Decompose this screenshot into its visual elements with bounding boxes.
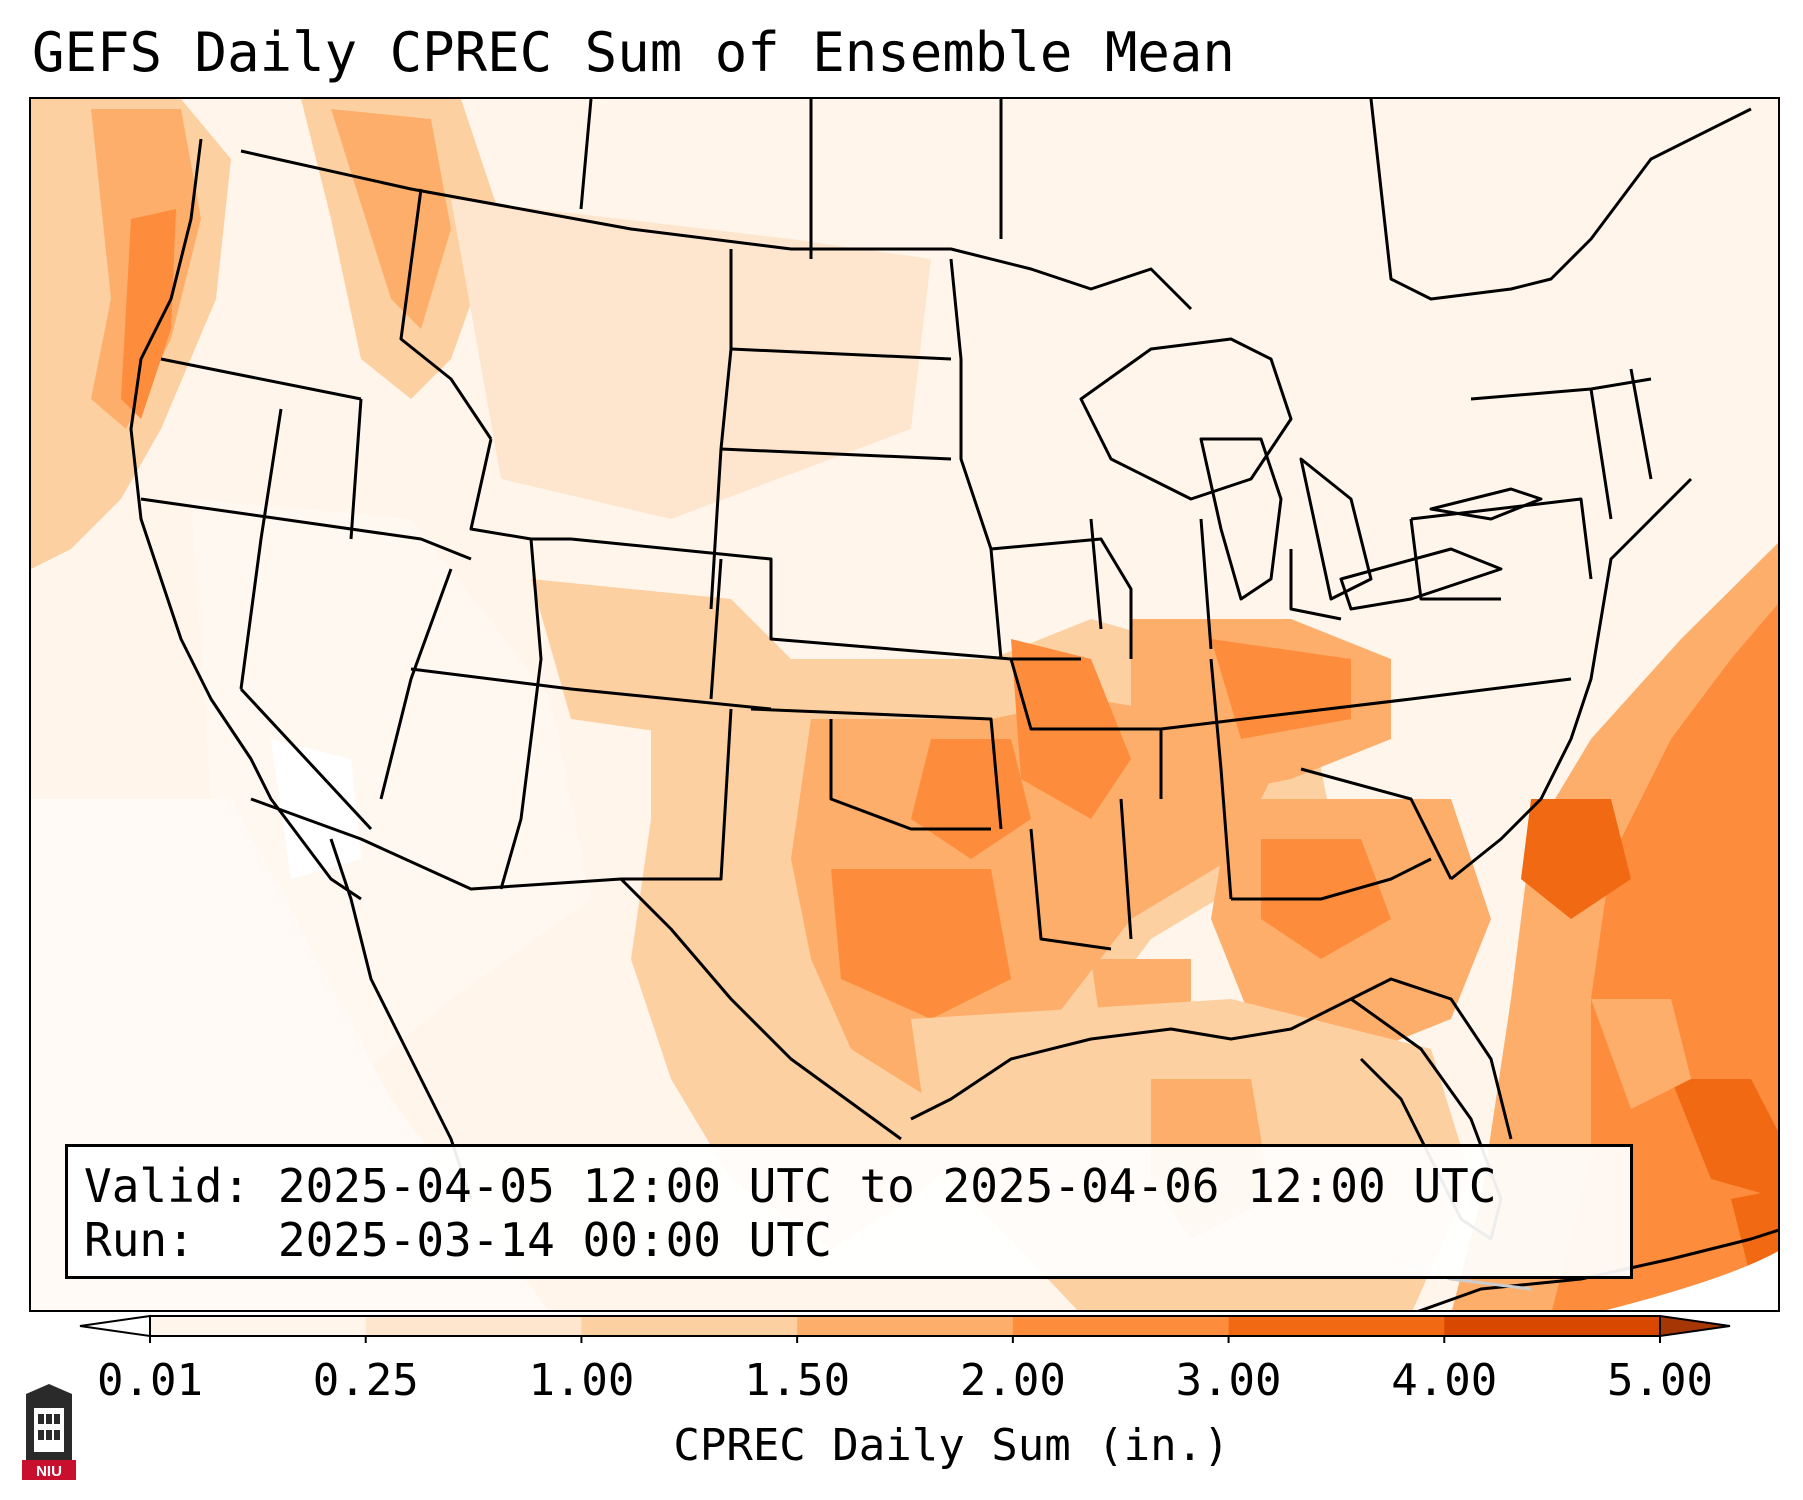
colorbar-segment <box>1012 1316 1230 1336</box>
precip-map <box>31 99 1778 1310</box>
run-value: 2025-03-14 00:00 UTC <box>277 1213 832 1267</box>
colorbar-segment <box>581 1316 798 1336</box>
map-panel <box>29 97 1780 1312</box>
colorbar-outline <box>149 1315 1661 1337</box>
colorbar-segment <box>1228 1316 1445 1336</box>
colorbar-tick-label: 4.00 <box>1391 1355 1498 1406</box>
colorbar-extend-low <box>79 1314 151 1338</box>
colorbar-tick-label: 2.00 <box>959 1355 1066 1406</box>
run-row: Run: 2025-03-14 00:00 UTC <box>84 1213 1630 1267</box>
colorbar-segment <box>1444 1316 1661 1336</box>
colorbar-tick-label: 1.00 <box>528 1355 635 1406</box>
colorbar-segment <box>150 1316 367 1336</box>
colorbar-tick-label: 5.00 <box>1607 1355 1713 1406</box>
run-label: Run: <box>84 1213 195 1267</box>
logo-text: NIU <box>36 1463 62 1480</box>
colorbar-segment <box>365 1316 582 1336</box>
colorbar-label: CPREC Daily Sum (in.) <box>673 1420 1230 1471</box>
projection-edge-right <box>1711 99 1778 524</box>
colorbar-extend-high <box>1659 1314 1731 1338</box>
valid-row: Valid: 2025-04-05 12:00 UTC to 2025-04-0… <box>84 1159 1630 1213</box>
valid-label: Valid: <box>84 1159 251 1213</box>
valid-value: 2025-04-05 12:00 UTC to 2025-04-06 12:00… <box>277 1159 1497 1213</box>
projection-edge <box>1606 1251 1778 1310</box>
niu-logo: NIU <box>22 1384 76 1480</box>
colorbar-segment <box>797 1316 1014 1336</box>
valid-run-info-box: Valid: 2025-04-05 12:00 UTC to 2025-04-0… <box>65 1144 1633 1279</box>
colorbar-tick-label: 3.00 <box>1175 1355 1282 1406</box>
colorbar-tick-label: 1.50 <box>744 1355 851 1406</box>
figure-title: GEFS Daily CPREC Sum of Ensemble Mean <box>32 21 1235 84</box>
colorbar-tick-label: 0.01 <box>97 1355 203 1406</box>
colorbar-tick-label: 0.25 <box>312 1355 419 1406</box>
colorbar <box>79 1314 1731 1343</box>
